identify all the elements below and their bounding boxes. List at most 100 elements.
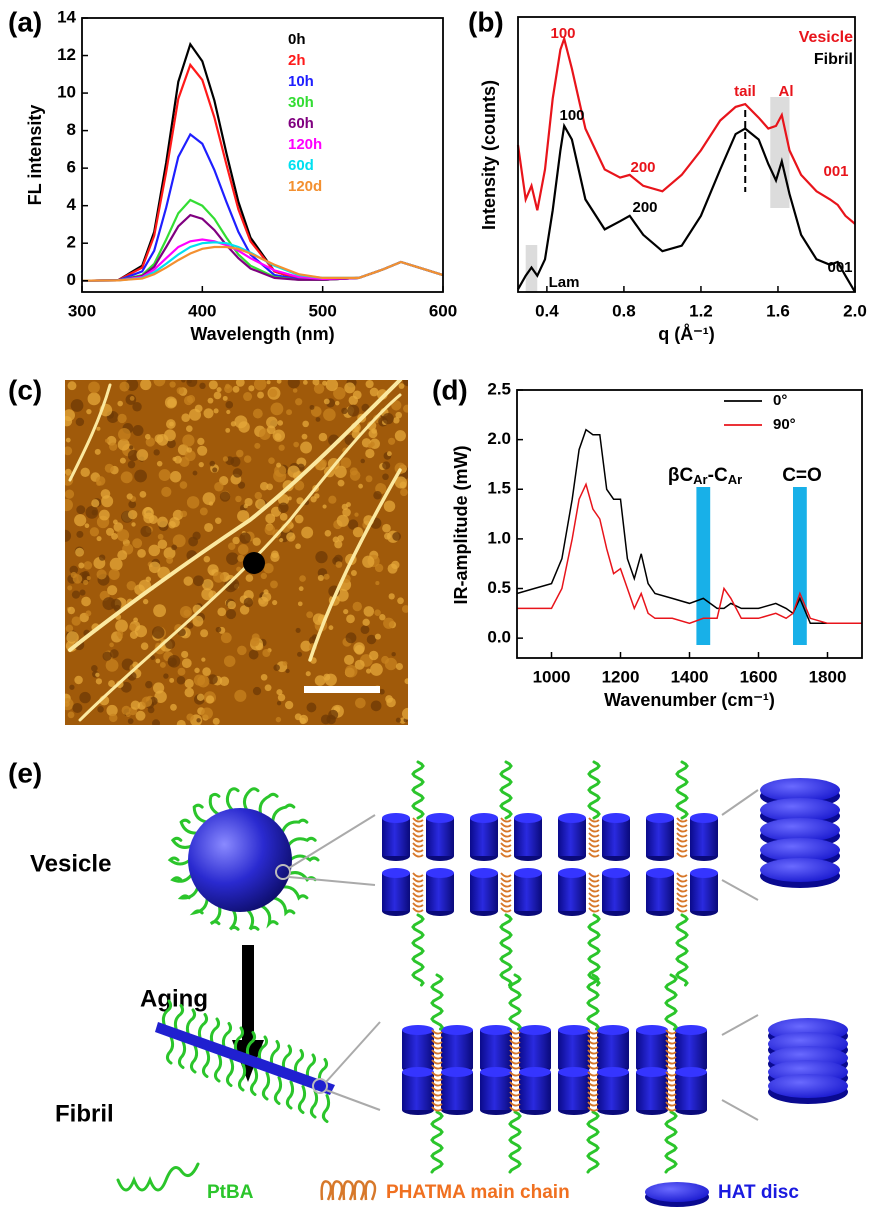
afm-grain [324,574,330,580]
vesicle-label: Vesicle [30,850,111,877]
cylinder-body [470,873,498,911]
afm-grain [386,698,396,708]
afm-grain [109,714,117,722]
afm-grain [187,496,199,508]
cylinder-top [382,813,410,823]
afm-grain [337,515,349,527]
afm-grain [75,548,84,557]
cylinder-body [470,818,498,856]
afm-grain [184,396,193,405]
afm-grain [107,585,117,595]
afm-grain [325,674,337,686]
y-tick-label: 1.5 [487,479,511,498]
afm-grain [236,450,244,458]
afm-grain [362,556,374,568]
cylinder-body [441,1030,473,1068]
cylinder-body [558,1030,590,1068]
legend-label: Vesicle [799,29,853,46]
cylinder-top [426,813,454,823]
afm-grain [199,383,205,389]
afm-grain [72,590,80,598]
afm-grain [85,610,91,616]
y-tick-label: 12 [57,45,76,64]
afm-grain [261,573,267,579]
afm-grain [288,465,300,477]
ptba-chain [588,975,598,1029]
afm-grain [117,401,123,407]
afm-grain [261,674,268,681]
chart: 100012001400160018000.00.51.01.52.02.5Wa… [432,374,862,709]
afm-grain [95,449,101,455]
afm-grain [382,461,390,469]
afm-grain [371,700,382,711]
afm-grain [293,388,298,393]
ptba-chain [263,1073,268,1099]
arrow-shaft [242,945,254,1045]
cylinder-body [402,1072,434,1110]
afm-grain [145,681,152,688]
ptba-chain [173,874,192,881]
afm-grain [375,581,379,585]
data-line [517,430,862,624]
cylinder-body [382,873,410,911]
afm-grain [206,695,214,703]
afm-grain [181,413,190,422]
afm-grain [95,673,99,677]
afm-grain [299,586,304,591]
afm-grain [214,408,219,413]
afm-grain [346,502,351,507]
afm-grain [365,449,374,458]
cylinder-top [558,1067,590,1077]
band-label-part: Ar [728,472,742,487]
afm-grain [396,718,401,723]
cylinder-body [519,1030,551,1068]
afm-grain [134,470,147,483]
afm-grain [181,378,186,383]
ptba-chain [179,1042,184,1068]
afm-grain [193,575,204,586]
afm-grain [157,517,168,528]
ptba-chain [261,905,277,923]
afm-grain [316,417,321,422]
afm-grain [177,387,184,394]
afm-grain [66,438,71,443]
afm-grain [285,701,293,709]
afm-grain [110,649,119,658]
ptba-chain [273,898,294,913]
cylinder-body [402,1030,434,1068]
afm-grain [254,378,267,391]
afm-grain [181,651,188,658]
y-tick-label: 2.5 [487,379,511,398]
afm-grain [271,550,279,558]
afm-grain [109,643,114,648]
afm-grain [403,376,413,386]
hat-disc [768,1074,848,1098]
afm-grain [90,527,99,536]
afm-grain [65,489,74,498]
zoom-line [326,1090,380,1110]
highlight-band [696,487,710,645]
annotation: 200 [632,199,657,216]
ptba-chain [501,762,511,818]
afm-grain [244,598,253,607]
legend-label: Fibril [814,51,853,68]
afm-grain [395,430,406,441]
afm-grain [253,687,261,695]
afm-grain [92,510,98,516]
cylinder-body [426,873,454,911]
afm-grain [276,463,281,468]
cylinder-top [426,868,454,878]
x-tick-label: 1.2 [689,301,713,320]
ptba-chain [282,887,307,898]
afm-grain [278,503,288,513]
afm-grain [213,572,224,583]
ptba-chain [211,905,220,923]
x-tick-label: 600 [429,301,457,320]
phatma-chain [677,873,687,912]
afm-grain [266,484,273,491]
afm-grain [217,607,226,616]
hat-disc [760,858,840,882]
ptba-chain [170,858,190,864]
afm-grain [403,405,411,413]
afm-grain [91,665,98,672]
